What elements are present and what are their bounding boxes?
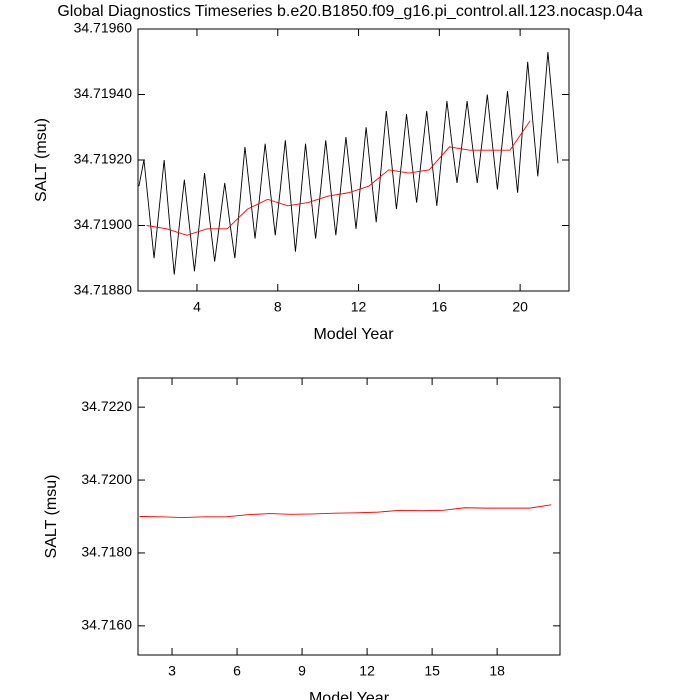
y-tick-label: 34.71900	[74, 216, 133, 232]
series-line	[138, 51, 559, 275]
x-tick-label: 9	[298, 663, 306, 679]
series-line	[146, 120, 531, 236]
x-axis-label: Model Year	[313, 326, 394, 343]
y-tick-label: 34.7160	[81, 617, 132, 633]
x-tick-label: 12	[359, 663, 375, 679]
x-tick-label: 12	[351, 299, 367, 315]
plot-frame	[137, 377, 561, 656]
x-tick-label: 16	[432, 299, 448, 315]
x-tick-label: 18	[489, 663, 505, 679]
y-axis-label: SALT (msu)	[33, 118, 50, 202]
x-tick-label: 4	[193, 299, 201, 315]
x-tick-label: 6	[233, 663, 241, 679]
x-tick-label: 15	[424, 663, 440, 679]
y-tick-label: 34.71940	[74, 85, 133, 101]
y-tick-label: 34.7180	[81, 544, 132, 560]
x-tick-label: 8	[274, 299, 282, 315]
plot-frame	[137, 28, 570, 292]
x-axis-label: Model Year	[309, 690, 390, 700]
y-axis-label: SALT (msu)	[43, 475, 60, 559]
y-tick-label: 34.71880	[74, 282, 133, 298]
y-tick-label: 34.7220	[81, 398, 132, 414]
chart-title: Global Diagnostics Timeseries b.e20.B185…	[57, 3, 642, 20]
x-tick-label: 20	[512, 299, 528, 315]
series-line	[139, 504, 552, 519]
y-tick-label: 34.71960	[74, 20, 133, 36]
x-tick-label: 3	[168, 663, 176, 679]
y-tick-label: 34.7200	[81, 471, 132, 487]
y-tick-label: 34.71920	[74, 151, 133, 167]
